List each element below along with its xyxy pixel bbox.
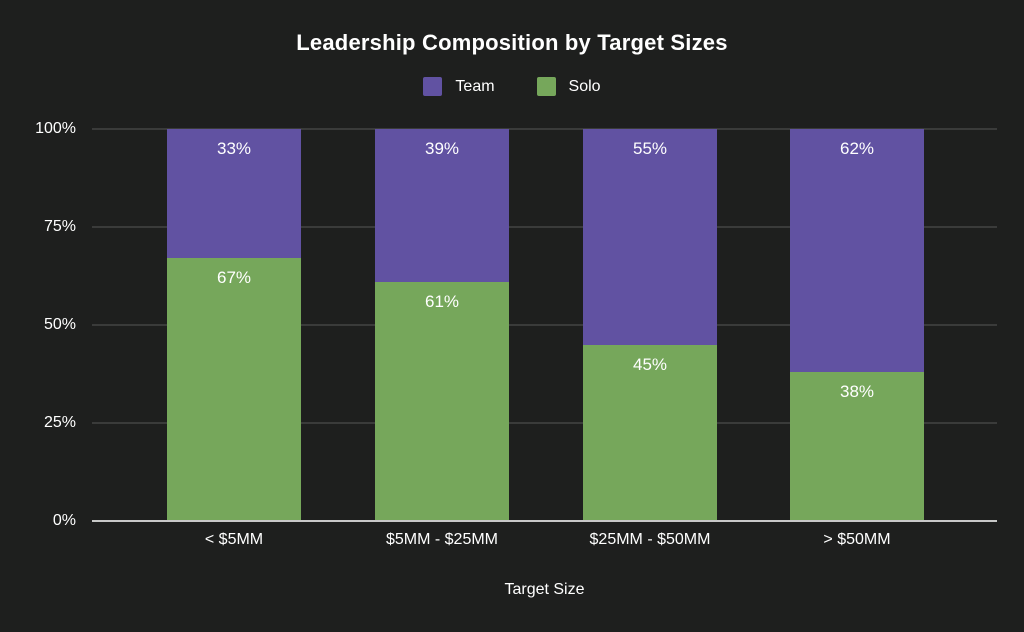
bar-segment-solo: 61% (375, 281, 509, 521)
bar-segment-solo: 67% (167, 258, 301, 521)
y-axis-tick-label: 100% (35, 120, 76, 137)
legend-item-team: Team (423, 77, 495, 96)
team-color-swatch-icon (423, 77, 443, 96)
solo-color-swatch-icon (536, 77, 556, 96)
y-axis-tick-label: 0% (52, 512, 76, 529)
bar-value-label: 45% (632, 354, 668, 374)
bar-column-0: 33% 67% (167, 129, 301, 521)
gridline (92, 226, 997, 228)
gridline (92, 422, 997, 424)
y-axis-tick-label: 25% (43, 414, 76, 431)
bar-value-label: 67% (216, 268, 252, 288)
bar-value-label: 62% (839, 139, 875, 158)
bar-segment-team: 62% (790, 129, 924, 373)
bar-value-label: 55% (632, 139, 668, 158)
gridline (92, 128, 997, 130)
bar-segment-team: 55% (583, 129, 717, 345)
bar-column-1: 39% 61% (375, 129, 509, 521)
chart-legend: Team Solo (0, 77, 1024, 96)
legend-item-solo: Solo (536, 77, 601, 96)
x-axis-tick-label: < $5MM (204, 531, 264, 548)
x-axis-title: Target Size (504, 581, 585, 598)
bar-value-label: 61% (424, 291, 460, 311)
bar-segment-solo: 45% (583, 344, 717, 521)
x-axis-tick-label: > $50MM (823, 531, 891, 548)
bar-value-label: 39% (424, 139, 460, 158)
legend-label: Solo (568, 77, 601, 95)
x-axis-line (92, 520, 997, 522)
chart-title: Leadership Composition by Target Sizes (296, 30, 728, 55)
bar-segment-team: 33% (167, 129, 301, 259)
bar-value-label: 38% (839, 382, 875, 402)
gridline (92, 324, 997, 326)
legend-label: Team (455, 77, 495, 95)
x-axis-tick-label: $5MM - $25MM (385, 531, 499, 548)
bar-segment-solo: 38% (790, 372, 924, 521)
bar-value-label: 33% (216, 139, 252, 158)
plot-area: 33% 67% 39% 61% 55% 45% 62% 38% (92, 128, 997, 522)
y-axis-tick-label: 50% (43, 316, 76, 333)
bar-column-3: 62% 38% (790, 129, 924, 521)
x-axis-tick-label: $25MM - $50MM (589, 531, 711, 548)
bar-segment-team: 39% (375, 129, 509, 282)
bar-column-2: 55% 45% (583, 129, 717, 521)
y-axis-tick-label: 75% (43, 218, 76, 235)
